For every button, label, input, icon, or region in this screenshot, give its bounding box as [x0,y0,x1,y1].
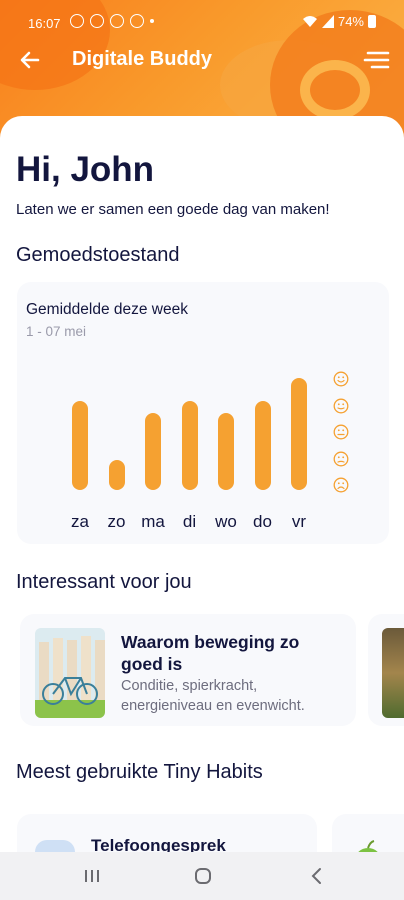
mood-day-label: do [253,512,272,531]
mood-date-range: 1 - 07 mei [26,324,87,339]
mood-day-label: zo [107,512,126,531]
battery-percent: 74% [337,14,364,29]
mood-bar-di [181,401,198,490]
mood-day-label: wo [215,512,237,531]
interesting-section-title: Interessant voor jou [16,571,192,593]
mood-bar-vr [291,377,307,490]
neutral-face-icon [333,424,349,440]
greeting-subtitle: Laten we er samen een goede dag van make… [16,201,330,218]
very-happy-face-icon [333,371,349,387]
notification-icon [70,14,84,28]
battery-icon [368,15,376,28]
habit-title: Telefoongesprek [91,836,226,855]
app-title: Digitale Buddy [72,48,213,70]
system-navigation-bar [0,852,404,900]
mood-bar-wo [218,413,234,490]
notification-icons [70,14,154,28]
next-article-thumbnail [382,628,404,718]
mood-card-title: Gemiddelde deze week [26,301,188,318]
mood-section-title: Gemoedstoestand [16,244,180,266]
mood-day-label: za [71,512,89,531]
mood-bar-za [72,401,88,490]
habits-section-title: Meest gebruikte Tiny Habits [16,761,263,783]
sad-face-icon [333,451,349,466]
article-title: Waarom beweging zo goed is [121,632,300,674]
mood-bar-do [254,401,271,490]
more-notifications-icon [150,19,154,23]
happy-face-icon [333,398,349,413]
wifi-icon [302,16,317,27]
system-back-icon[interactable] [305,864,329,888]
article-card[interactable]: Waarom beweging zo goed is Conditie, spi… [20,614,356,726]
mood-bar-ma [145,413,161,490]
mood-day-label: di [182,512,197,531]
mood-bar-zo [108,460,125,490]
greeting-title: Hi, John [16,150,155,189]
mood-chart-card[interactable]: Gemiddelde deze week 1 - 07 mei za zo ma di… [17,282,389,544]
mood-day-label: ma [141,512,165,531]
mood-day-label: vr [291,512,307,531]
article-description: Conditie, spierkracht, energieniveau en … [121,678,305,714]
home-icon[interactable] [191,864,215,888]
notification-icon [110,14,124,28]
signal-icon [321,15,334,28]
article-thumbnail-bicycle [35,628,105,718]
menu-icon[interactable] [362,46,392,74]
status-bar: 16:07 74% [0,0,404,46]
next-article-card[interactable] [368,614,404,726]
notification-icon [90,14,104,28]
status-time: 16:07 [28,16,61,31]
back-arrow-icon[interactable] [14,44,46,76]
very-sad-face-icon [333,477,349,493]
notification-icon [130,14,144,28]
app-bar: Digitale Buddy [0,40,404,80]
recent-apps-icon[interactable] [80,864,104,888]
